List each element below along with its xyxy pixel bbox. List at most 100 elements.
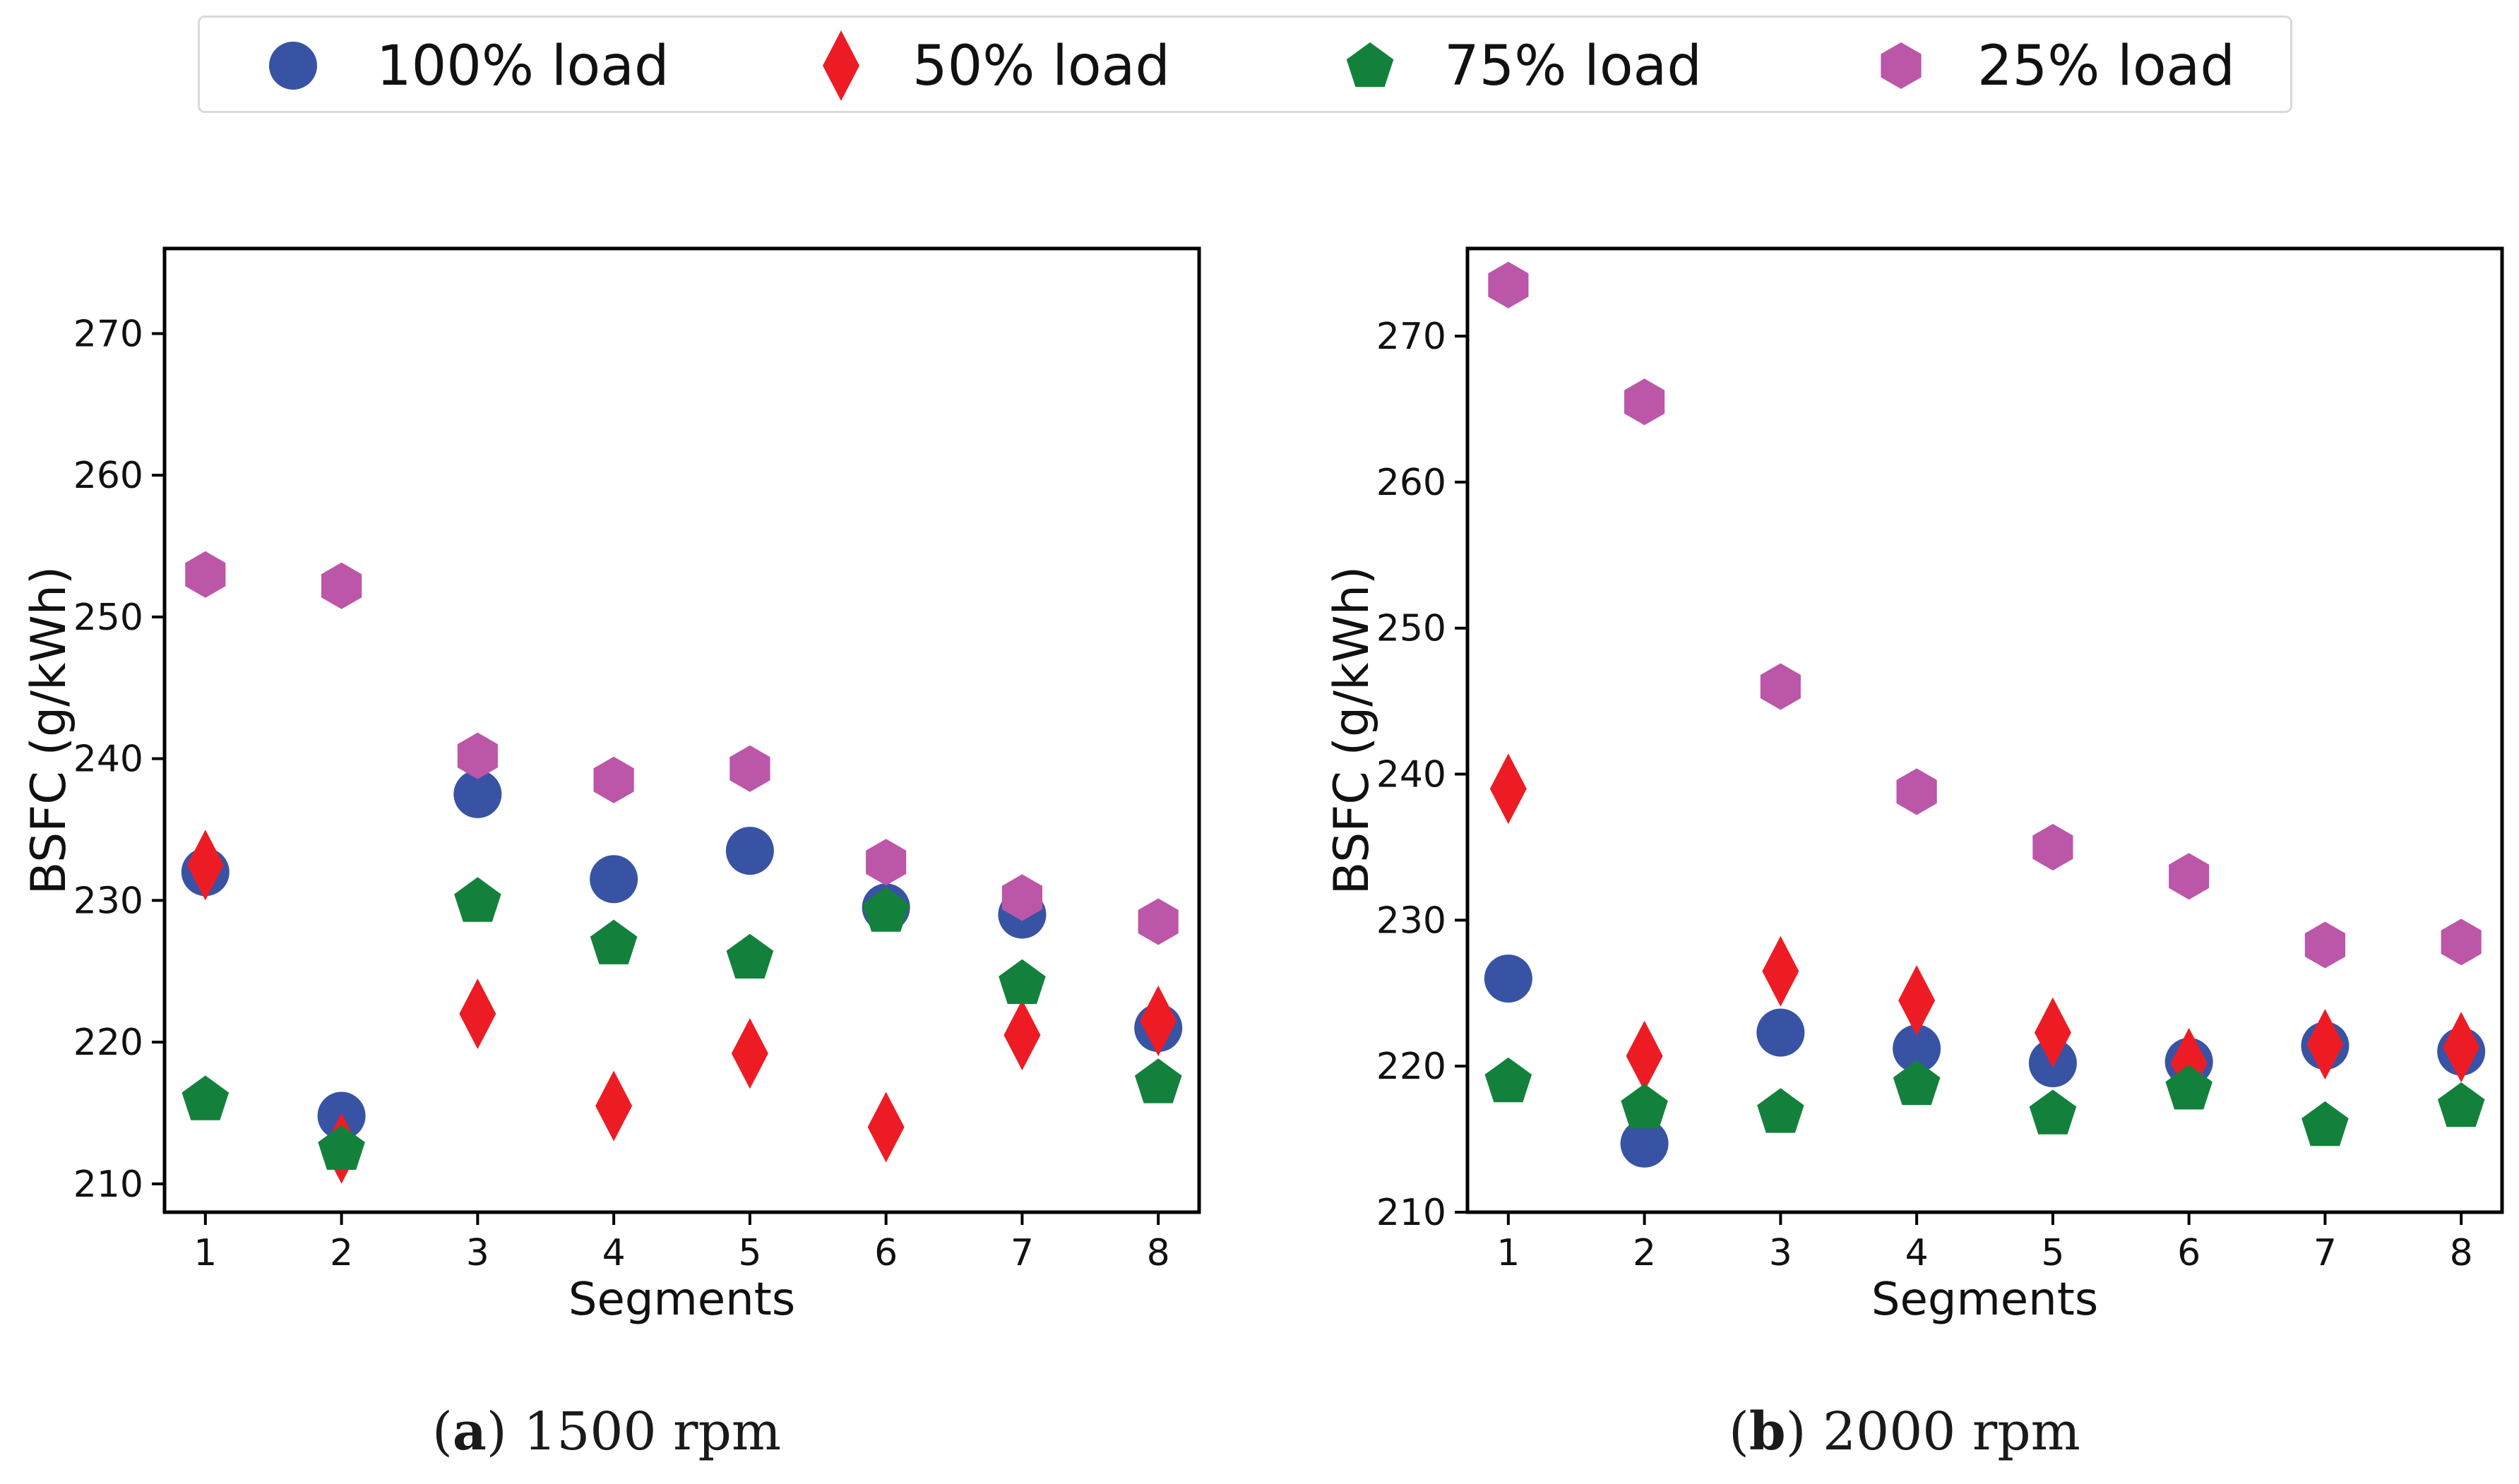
caption-b-letter: b [1749,1401,1786,1462]
data-point-diamond [2034,997,2071,1068]
data-point-hexagon [1760,663,1801,710]
caption-b: (b) 2000 rpm [1729,1401,2080,1462]
x-tick-label: 7 [2313,1232,2337,1274]
data-point-pentagon [1893,1060,1941,1106]
data-point-pentagon [1484,1057,1532,1103]
data-point-hexagon [730,745,770,792]
y-tick-label: 210 [1376,1192,1446,1234]
legend-circle-marker [269,42,317,90]
data-point-pentagon [454,877,501,922]
x-tick-label: 6 [2177,1232,2201,1274]
x-tick-label: 8 [2450,1232,2473,1274]
data-point-hexagon [593,756,634,803]
x-tick-label: 5 [2041,1232,2064,1274]
y-tick-label: 270 [73,313,143,355]
plot-frame [1465,246,2504,1214]
series-circle [181,770,1183,1140]
series-diamond [1489,753,2480,1099]
y-tick-label: 260 [1376,462,1446,504]
legend-label: 50% load [912,35,1170,98]
data-point-diamond [1626,1020,1663,1091]
data-point-pentagon [1621,1084,1668,1129]
plot-frame [162,246,1201,1214]
x-tick-label: 5 [738,1232,761,1274]
y-axis-label: BSFC (g/kWh) [21,566,77,895]
data-point-pentagon [2301,1101,2349,1147]
x-tick-label: 1 [193,1232,217,1274]
data-point-hexagon [2304,921,2345,969]
x-tick-label: 2 [1633,1232,1656,1274]
y-tick-label: 250 [73,597,143,639]
data-point-hexagon [185,551,226,598]
data-point-hexagon [457,732,498,779]
x-tick-label: 3 [1769,1232,1792,1274]
y-tick-label: 240 [1376,754,1446,796]
caption-b-text: 2000 rpm [1823,1401,2080,1462]
x-axis-label: Segments [568,1274,795,1326]
data-point-pentagon [2029,1089,2077,1135]
data-point-pentagon [2165,1065,2213,1110]
series-pentagon [1484,1057,2485,1147]
x-tick-label: 7 [1011,1232,1034,1274]
x-tick-label: 2 [330,1232,353,1274]
data-point-circle [590,855,638,904]
data-point-diamond [459,978,496,1049]
caption-a: (a) 1500 rpm [432,1401,781,1462]
data-point-hexagon [2441,918,2482,966]
data-point-hexagon [2032,824,2073,870]
legend-label: 100% load [376,35,669,98]
diamond-marker [823,30,859,101]
data-point-diamond [1004,1000,1041,1071]
y-tick-label: 230 [73,880,143,922]
data-point-pentagon [1757,1088,1804,1133]
y-axis-label: BSFC (g/kWh) [1324,566,1380,895]
data-point-diamond [1140,986,1177,1057]
y-tick-label: 210 [73,1163,143,1206]
data-point-diamond [595,1070,633,1142]
data-point-hexagon [1488,261,1529,309]
data-point-circle [1620,1119,1669,1168]
x-tick-label: 8 [1147,1232,1170,1274]
data-point-circle [1484,955,1532,1003]
data-point-hexagon [1896,768,1937,815]
y-tick-label: 220 [73,1022,143,1064]
data-point-circle [453,770,502,818]
series-pentagon [181,877,1182,1170]
legend-diamond-marker [823,30,859,101]
data-point-diamond [1898,965,1936,1036]
data-point-hexagon [1138,898,1179,945]
data-point-hexagon [1001,874,1042,921]
data-point-diamond [867,1091,905,1163]
data-point-pentagon [1134,1058,1182,1103]
data-point-diamond [731,1018,768,1089]
y-tick-label: 230 [1376,899,1446,942]
hexagon-marker [1881,42,1922,89]
x-tick-label: 3 [466,1232,489,1274]
legend-label: 25% load [1977,35,2235,98]
caption-a-text: 1500 rpm [523,1401,781,1462]
data-point-pentagon [318,1125,365,1170]
data-point-diamond [1762,935,1799,1007]
y-tick-label: 260 [73,455,143,497]
y-tick-label: 270 [1376,316,1446,358]
legend: 100% load 50% load 75% load 25% load [198,16,2292,113]
data-point-pentagon [181,1075,230,1120]
x-tick-label: 6 [874,1232,898,1274]
data-point-diamond [2306,1009,2344,1080]
x-tick-label: 4 [1905,1232,1929,1274]
pentagon-marker [1346,42,1394,88]
circle-marker [269,42,317,90]
data-point-pentagon [590,919,638,964]
caption-a-letter: a [452,1401,487,1462]
data-point-circle [1893,1024,1941,1073]
x-tick-label: 4 [602,1232,626,1274]
data-point-circle [1756,1008,1805,1057]
series-hexagon [185,551,1179,945]
data-point-pentagon [999,959,1046,1005]
legend-pentagon-marker [1346,42,1394,88]
legend-hexagon-marker [1881,42,1922,89]
y-tick-label: 220 [1376,1046,1446,1088]
data-point-diamond [2443,1012,2480,1083]
x-axis-label: Segments [1871,1274,2098,1326]
legend-label: 75% load [1444,35,1702,98]
